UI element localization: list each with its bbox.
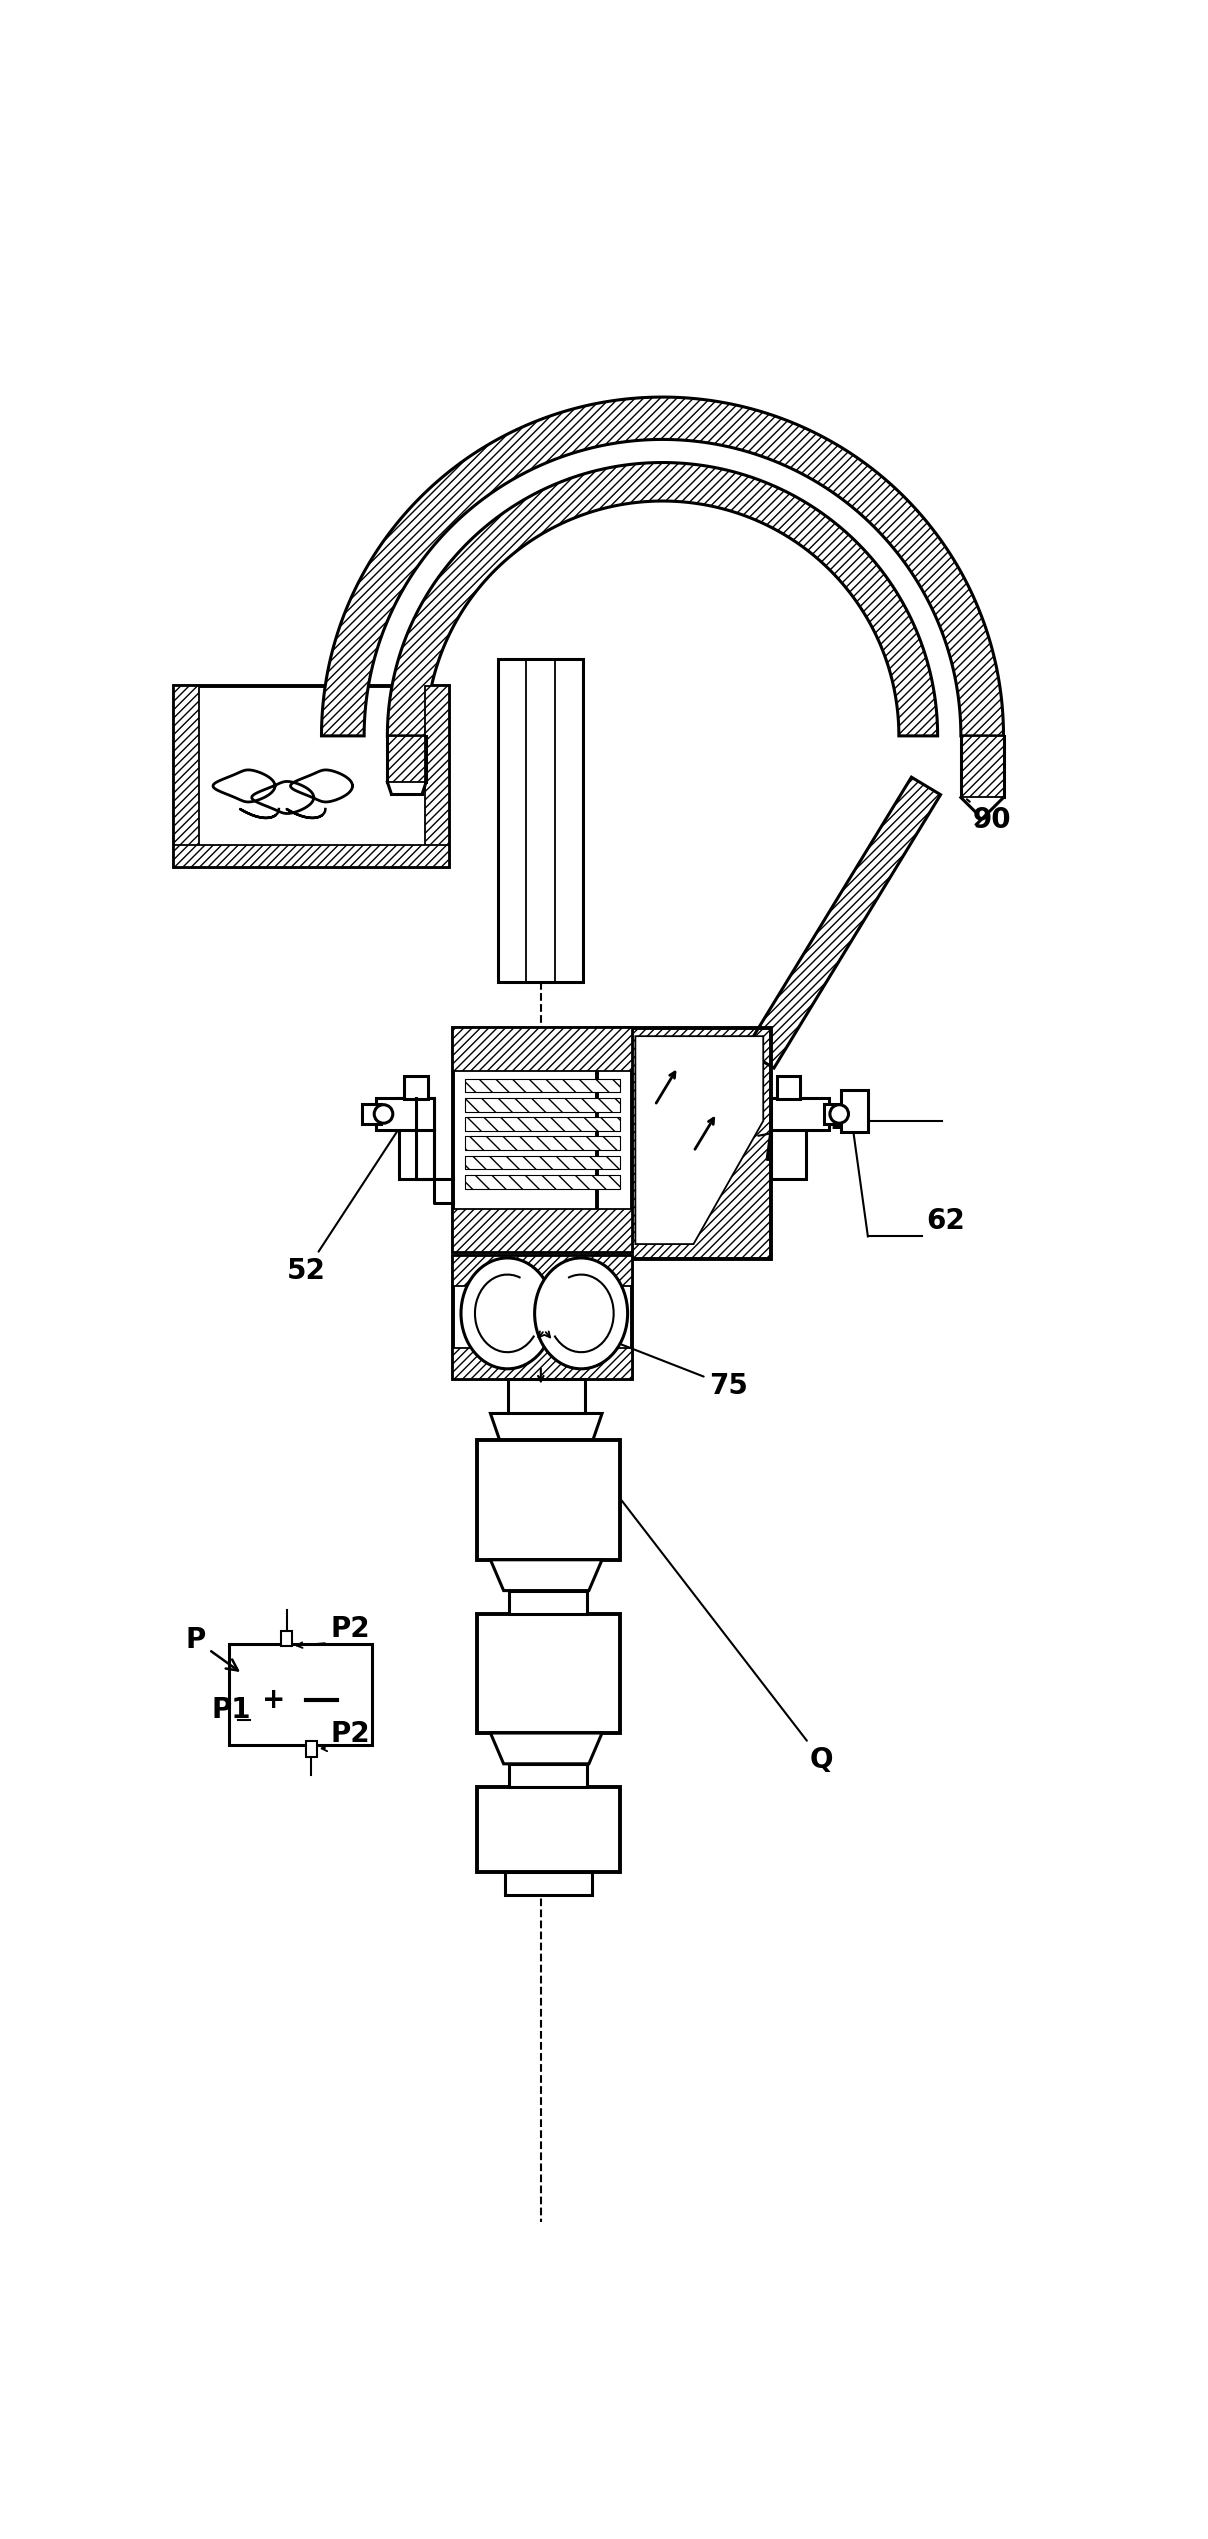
Bar <box>174 686 199 866</box>
Bar <box>771 1097 829 1130</box>
Bar <box>465 1079 620 1092</box>
Polygon shape <box>490 1734 602 1765</box>
Polygon shape <box>321 396 1004 736</box>
Bar <box>476 1787 620 1871</box>
Bar <box>841 1089 867 1132</box>
Bar <box>465 1155 620 1170</box>
Bar <box>465 1137 620 1150</box>
Bar <box>507 1379 585 1414</box>
Bar <box>405 1077 428 1099</box>
Bar <box>388 736 426 782</box>
Text: Q: Q <box>622 1501 834 1775</box>
Bar <box>399 1097 434 1178</box>
Bar <box>465 1117 620 1130</box>
Bar <box>509 1765 587 1787</box>
Bar <box>174 686 449 866</box>
Text: +: + <box>262 1686 285 1714</box>
Polygon shape <box>745 777 941 1069</box>
Bar <box>424 686 449 866</box>
Bar <box>465 1176 620 1188</box>
Bar <box>281 1630 292 1645</box>
Bar <box>597 1028 771 1259</box>
Ellipse shape <box>535 1257 628 1369</box>
Bar <box>509 1589 587 1615</box>
Text: P: P <box>186 1627 238 1671</box>
Text: P2: P2 <box>331 1721 371 1749</box>
Text: P2: P2 <box>331 1615 371 1643</box>
Polygon shape <box>490 1414 602 1440</box>
Bar <box>465 1079 620 1092</box>
Bar <box>465 1097 620 1112</box>
Bar <box>771 1097 806 1178</box>
Text: P1: P1 <box>211 1696 251 1724</box>
Bar <box>453 1348 632 1379</box>
Bar <box>505 1871 592 1894</box>
Text: 62: 62 <box>927 1206 965 1234</box>
Bar <box>498 660 583 983</box>
Bar <box>597 1028 771 1259</box>
Bar <box>306 1742 316 1757</box>
Bar <box>228 1645 372 1744</box>
Bar <box>476 1615 620 1734</box>
Bar <box>453 1028 632 1252</box>
Polygon shape <box>635 1036 763 1244</box>
Bar <box>465 1137 620 1150</box>
Bar <box>824 1104 843 1125</box>
Bar <box>465 1176 620 1188</box>
Bar <box>960 736 1004 797</box>
Bar <box>465 1155 620 1170</box>
Text: 611: 611 <box>759 1107 867 1135</box>
Text: 90: 90 <box>966 800 1011 835</box>
Bar <box>777 1077 801 1099</box>
Bar <box>465 1097 620 1112</box>
Bar <box>453 1257 632 1379</box>
Bar <box>376 1097 434 1130</box>
Circle shape <box>374 1104 393 1122</box>
Text: 52: 52 <box>286 1130 397 1285</box>
Bar <box>174 845 449 866</box>
Polygon shape <box>490 1559 602 1589</box>
Bar <box>453 1209 632 1252</box>
Bar <box>476 1440 620 1559</box>
Text: 75: 75 <box>583 1330 748 1399</box>
Bar <box>362 1104 382 1125</box>
Polygon shape <box>388 462 937 736</box>
Bar <box>453 1028 632 1071</box>
Circle shape <box>830 1104 848 1122</box>
Bar <box>465 1117 620 1130</box>
Ellipse shape <box>461 1257 554 1369</box>
Bar <box>453 1257 632 1287</box>
